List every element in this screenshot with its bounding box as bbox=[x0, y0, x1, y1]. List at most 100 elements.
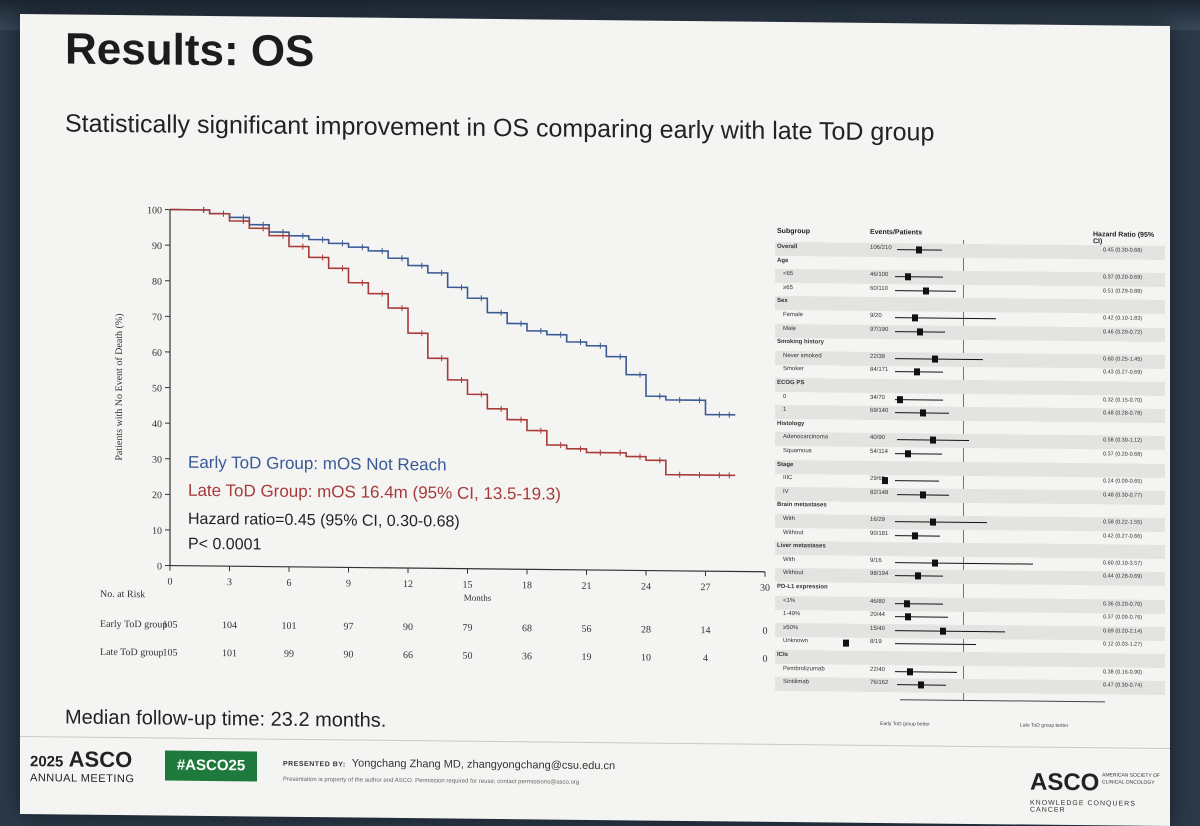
risk-cell: 97 bbox=[344, 621, 354, 632]
forest-point-estimate bbox=[882, 477, 888, 484]
forest-subgroup-label: IV bbox=[783, 489, 789, 495]
forest-hr-value: 0.45 (0.30-0.68) bbox=[1103, 247, 1142, 253]
forest-subgroup-label: IIIC bbox=[783, 475, 792, 481]
forest-hr-value: 0.37 (0.09-0.76) bbox=[1103, 615, 1142, 621]
y-axis-title: Patients with No Event of Death (%) bbox=[114, 313, 125, 460]
forest-subgroup-label: Sintilimab bbox=[783, 679, 809, 685]
y-tick-label: 40 bbox=[152, 419, 162, 430]
forest-subgroup-label: Age bbox=[777, 258, 788, 264]
risk-cell: 19 bbox=[582, 652, 592, 663]
forest-subgroup-label: ICIs bbox=[777, 652, 788, 658]
forest-point-estimate bbox=[932, 355, 938, 362]
presented-by: PRESENTED BY: Yongchang Zhang MD, zhangyo… bbox=[283, 757, 615, 772]
presenter-name: Yongchang Zhang MD, zhangyongchang@csu.e… bbox=[352, 757, 615, 772]
forest-point-estimate bbox=[930, 519, 936, 526]
km-curve-series-1 bbox=[170, 210, 735, 476]
y-tick-label: 90 bbox=[152, 241, 162, 252]
forest-subgroup-label: Female bbox=[783, 312, 803, 318]
forest-subgroup-label: With bbox=[783, 557, 795, 563]
forest-point-estimate bbox=[843, 640, 849, 647]
forest-subgroup-label: 1-49% bbox=[783, 611, 800, 617]
forest-subgroup-label: Stage bbox=[777, 462, 793, 468]
forest-point-estimate bbox=[904, 600, 910, 607]
forest-events: 40/90 bbox=[870, 435, 885, 441]
asco-year: 2025 bbox=[30, 753, 63, 770]
hashtag-badge: #ASCO25 bbox=[165, 751, 257, 782]
forest-events: 90/181 bbox=[870, 530, 888, 536]
forest-subgroup-label: Unknown bbox=[783, 638, 808, 644]
forest-hr-value: 0.32 (0.15-0.70) bbox=[1103, 397, 1142, 403]
risk-cell: 90 bbox=[344, 649, 354, 660]
forest-header-hr: Hazard Ratio (95% CI) bbox=[1093, 231, 1165, 246]
y-tick-label: 50 bbox=[152, 383, 162, 394]
forest-ci-line bbox=[895, 317, 996, 319]
chart-annotation-0: Early ToD Group: mOS Not Reach bbox=[188, 453, 447, 475]
y-tick-label: 10 bbox=[152, 526, 162, 537]
forest-hr-value: 0.44 (0.28-0.69) bbox=[1103, 574, 1142, 580]
forest-events: 34/70 bbox=[870, 394, 885, 400]
y-tick-label: 80 bbox=[152, 277, 162, 288]
forest-events: 46/80 bbox=[870, 598, 885, 604]
risk-cell: 99 bbox=[284, 649, 294, 660]
asco-society-name: AMERICAN SOCIETY OF CLINICAL ONCOLOGY bbox=[1102, 772, 1172, 787]
property-note: Presentation is property of the author a… bbox=[283, 777, 579, 786]
slide-subtitle: Statistically significant improvement in… bbox=[65, 109, 934, 147]
x-tick-label: 6 bbox=[287, 578, 292, 589]
forest-hr-value: 0.37 (0.20-0.69) bbox=[1103, 275, 1142, 281]
forest-point-estimate bbox=[912, 532, 918, 539]
forest-ci-line bbox=[895, 562, 1033, 564]
forest-ci-line bbox=[895, 630, 1005, 632]
forest-point-estimate bbox=[905, 450, 911, 457]
forest-plot: Subgroup Events/Patients Hazard Ratio (9… bbox=[775, 222, 1165, 736]
risk-cell: 0 bbox=[763, 626, 768, 637]
y-tick-label: 0 bbox=[157, 561, 162, 572]
risk-cell: 66 bbox=[403, 650, 413, 661]
forest-subgroup-label: Smoking history bbox=[777, 339, 824, 345]
x-tick-label: 9 bbox=[346, 578, 351, 589]
risk-cell: 79 bbox=[463, 623, 473, 634]
forest-events: 20/44 bbox=[870, 612, 885, 618]
forest-point-estimate bbox=[914, 369, 920, 376]
forest-point-estimate bbox=[916, 246, 922, 253]
x-tick-label: 27 bbox=[701, 582, 711, 593]
forest-legend-right: Late ToD group better bbox=[1020, 722, 1068, 729]
x-tick-label: 12 bbox=[403, 579, 413, 590]
forest-hr-value: 0.58 (0.22-1.55) bbox=[1103, 519, 1142, 525]
forest-hr-value: 0.69 (0.20-2.14) bbox=[1103, 628, 1142, 634]
forest-point-estimate bbox=[918, 682, 924, 689]
asco-meeting-label: ANNUAL MEETING bbox=[30, 772, 134, 785]
forest-point-estimate bbox=[907, 668, 913, 675]
forest-events: 76/162 bbox=[870, 680, 888, 686]
forest-ci-line bbox=[895, 671, 957, 673]
forest-point-estimate bbox=[912, 314, 918, 321]
asco-logo: ASCO bbox=[1030, 769, 1099, 798]
slide-title: Results: OS bbox=[65, 24, 314, 77]
forest-hr-value: 0.48 (0.28-0.78) bbox=[1103, 411, 1142, 417]
forest-ci-line bbox=[895, 603, 943, 605]
x-tick-label: 0 bbox=[168, 577, 173, 588]
asco-name: ASCO bbox=[69, 747, 133, 773]
forest-events: 9/16 bbox=[870, 558, 882, 564]
forest-events: 22/40 bbox=[870, 666, 885, 672]
forest-events: 8/19 bbox=[870, 639, 882, 645]
forest-subgroup-label: 0 bbox=[783, 394, 786, 400]
risk-cell: 28 bbox=[641, 625, 651, 636]
presented-label: PRESENTED BY: bbox=[283, 761, 346, 769]
forest-events: 60/110 bbox=[870, 286, 888, 292]
forest-hr-value: 0.60 (0.10-3.57) bbox=[1103, 560, 1142, 566]
y-tick-label: 60 bbox=[152, 348, 162, 359]
footer-divider bbox=[20, 736, 1170, 749]
y-tick-label: 100 bbox=[147, 205, 162, 216]
forest-subgroup-label: Histology bbox=[777, 421, 804, 427]
forest-subgroup-label: Sex bbox=[777, 298, 788, 304]
forest-point-estimate bbox=[905, 273, 911, 280]
x-tick-label: 24 bbox=[641, 582, 651, 593]
forest-subgroup-label: With bbox=[783, 516, 795, 522]
risk-cell: 105 bbox=[163, 647, 178, 658]
forest-events: 98/194 bbox=[870, 571, 888, 577]
forest-header-subgroup: Subgroup bbox=[777, 228, 810, 235]
forest-events: 82/148 bbox=[870, 490, 888, 496]
y-tick-label: 30 bbox=[152, 455, 162, 466]
x-tick-label: 21 bbox=[582, 581, 592, 592]
